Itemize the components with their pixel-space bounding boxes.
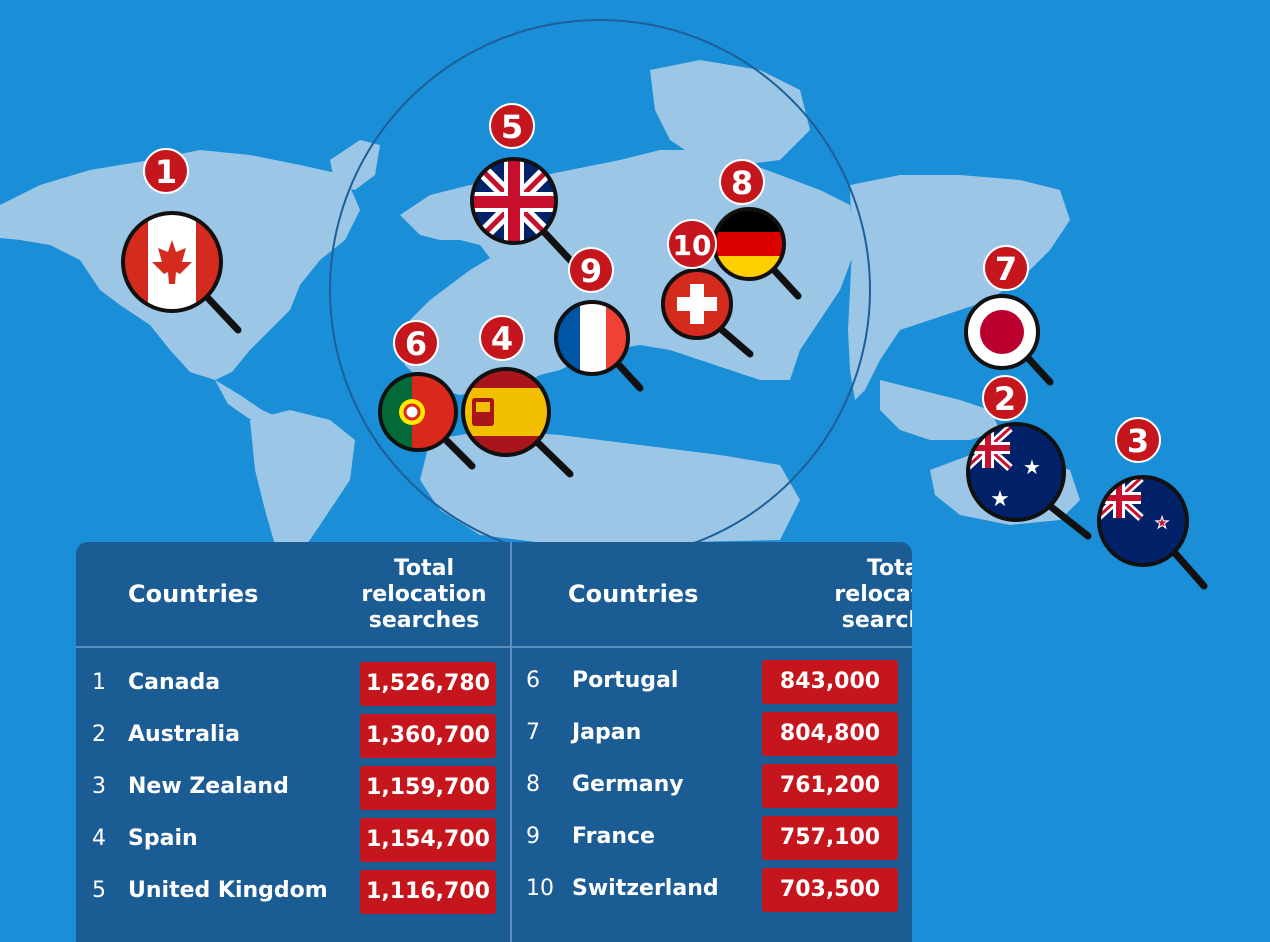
svg-text:7: 7 — [995, 250, 1017, 288]
row-country: United Kingdom — [128, 878, 328, 903]
table-row: 7 Japan 804,800 — [512, 712, 912, 756]
svg-text:8: 8 — [731, 164, 753, 202]
table-header: Countries Total relocation searches — [76, 542, 494, 648]
table-header: Countries Total relocation searches — [512, 542, 912, 648]
row-value: 1,154,700 — [360, 818, 496, 862]
row-value: 757,100 — [762, 816, 898, 860]
magnifier-handles — [202, 228, 1208, 590]
header-total-line3: searches — [368, 608, 480, 633]
row-country: Portugal — [572, 668, 679, 693]
table-right-half: Countries Total relocation searches 6 Po… — [512, 542, 912, 942]
row-country: Australia — [128, 722, 240, 747]
header-countries: Countries — [568, 580, 699, 608]
uk-flag-icon — [470, 157, 558, 245]
row-rank: 2 — [92, 722, 106, 747]
relocation-table: Countries Total relocation searches 1 Ca… — [76, 542, 912, 942]
header-total-line2: relocation — [361, 582, 487, 607]
svg-text:2: 2 — [994, 380, 1016, 418]
row-value: 1,360,700 — [360, 714, 496, 758]
table-row: 3 New Zealand 1,159,700 — [76, 766, 496, 810]
row-rank: 10 — [526, 876, 554, 901]
row-country: Switzerland — [572, 876, 719, 901]
europe-land — [400, 150, 855, 395]
row-value: 703,500 — [762, 868, 898, 912]
row-rank: 6 — [526, 668, 540, 693]
australia-flag-icon: ★ ★ — [966, 422, 1066, 522]
rank-badge-4: 4 — [479, 315, 525, 361]
table-row: 1 Canada 1,526,780 — [76, 662, 496, 706]
portugal-flag-icon — [378, 372, 458, 452]
new-zealand-flag-icon: ★ — [1097, 475, 1189, 567]
row-rank: 8 — [526, 772, 540, 797]
table-row: 2 Australia 1,360,700 — [76, 714, 496, 758]
row-rank: 5 — [92, 878, 106, 903]
row-country: Canada — [128, 670, 221, 695]
row-value: 804,800 — [762, 712, 898, 756]
row-rank: 3 — [92, 774, 106, 799]
row-country: France — [572, 824, 655, 849]
row-rank: 7 — [526, 720, 540, 745]
header-total-line1: Total — [393, 556, 455, 581]
row-country: New Zealand — [128, 774, 289, 799]
svg-text:10: 10 — [673, 229, 712, 262]
header-total: Total relocation searches — [822, 556, 912, 634]
column-divider — [510, 542, 512, 942]
svg-text:1: 1 — [155, 153, 177, 191]
table-row: 10 Switzerland 703,500 — [512, 868, 912, 912]
svg-text:3: 3 — [1127, 422, 1149, 460]
asia-land — [848, 175, 1070, 400]
rank-badge-8: 8 — [719, 159, 765, 205]
rank-badge-5: 5 — [489, 103, 535, 149]
row-value: 761,200 — [762, 764, 898, 808]
header-total-line1: Total — [866, 556, 912, 581]
row-value: 843,000 — [762, 660, 898, 704]
svg-text:9: 9 — [580, 252, 602, 290]
svg-text:★: ★ — [1023, 455, 1041, 479]
rank-badge-10: 10 — [667, 219, 717, 269]
japan-flag-icon — [964, 294, 1040, 370]
rank-badge-9: 9 — [568, 247, 614, 293]
table-row: 5 United Kingdom 1,116,700 — [76, 870, 496, 914]
spain-flag-icon — [461, 367, 551, 457]
row-rank: 1 — [92, 670, 106, 695]
france-flag-icon — [554, 300, 630, 376]
world-map: ★ ★ ★ 1 2 3 4 5 — [0, 19, 1208, 590]
switzerland-flag-icon — [661, 268, 733, 340]
svg-text:5: 5 — [501, 108, 523, 146]
table-row: 9 France 757,100 — [512, 816, 912, 860]
south-america-land — [250, 410, 355, 560]
header-total: Total relocation searches — [354, 556, 494, 634]
svg-text:★: ★ — [1155, 513, 1169, 532]
svg-text:6: 6 — [405, 325, 427, 363]
table-row: 4 Spain 1,154,700 — [76, 818, 496, 862]
africa-land — [420, 430, 800, 545]
table-row: 6 Portugal 843,000 — [512, 660, 912, 704]
rank-badge-3: 3 — [1115, 417, 1161, 463]
row-value: 1,159,700 — [360, 766, 496, 810]
row-country: Germany — [572, 772, 684, 797]
row-rank: 9 — [526, 824, 540, 849]
rank-badge-7: 7 — [983, 245, 1029, 291]
header-total-line2: relocation — [834, 582, 912, 607]
row-rank: 4 — [92, 826, 106, 851]
svg-text:4: 4 — [491, 320, 513, 358]
row-value: 1,526,780 — [360, 662, 496, 706]
germany-flag-icon — [712, 207, 786, 281]
rank-badge-2: 2 — [982, 375, 1028, 421]
rank-badge-1: 1 — [143, 148, 189, 194]
table-row: 8 Germany 761,200 — [512, 764, 912, 808]
row-country: Japan — [572, 720, 642, 745]
table-left-half: Countries Total relocation searches 1 Ca… — [76, 542, 496, 942]
header-countries: Countries — [128, 580, 259, 608]
svg-text:★: ★ — [990, 487, 1010, 512]
row-value: 1,116,700 — [360, 870, 496, 914]
greenland-land — [330, 140, 380, 190]
scandinavia-land — [650, 60, 810, 165]
rank-badge-6: 6 — [393, 320, 439, 366]
header-divider — [76, 646, 912, 648]
row-country: Spain — [128, 826, 198, 851]
southeast-asia-land — [880, 380, 1000, 440]
header-total-line3: searches — [841, 608, 912, 633]
